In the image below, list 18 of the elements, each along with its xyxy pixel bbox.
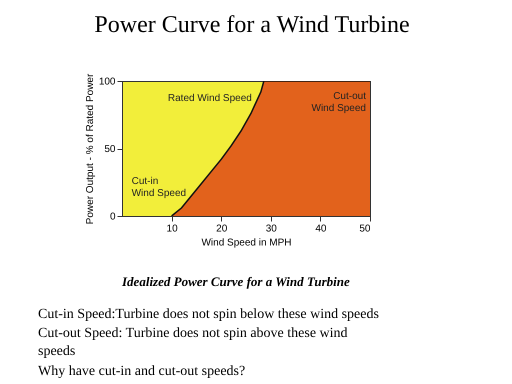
annotation: Rated Wind Speed [168, 93, 252, 104]
x-axis-title: Wind Speed in MPH [201, 238, 292, 248]
chart-title: Power Curve for a Wind Turbine [94, 12, 410, 38]
x-tick-label: 30 [266, 224, 278, 234]
y-tick-label: 50 [104, 144, 116, 155]
text: Cut-out Speed: Turbine does not spin above these wind speeds [38, 326, 348, 359]
x-tick-label: 10 [166, 224, 178, 234]
annotation: Cut-out Wind Speed [312, 91, 366, 114]
text: Idealized Power Curve for a Wind Turbine [121, 274, 350, 289]
y-axis-title: Power Output - % of Rated Power [84, 73, 96, 224]
y-tick-label: 100 [98, 76, 116, 88]
x-tick-label: 50 [359, 224, 371, 234]
text: Cut-in Speed:Turbine does not spin below these wind speeds [38, 307, 379, 322]
text: Why have cut-in and cut-out speeds? [38, 364, 246, 379]
x-tick-label: 40 [315, 224, 327, 234]
x-tick-label: 20 [216, 224, 228, 234]
annotation: Cut-in Wind Speed [132, 176, 186, 199]
y-tick-label: 0 [110, 212, 116, 222]
